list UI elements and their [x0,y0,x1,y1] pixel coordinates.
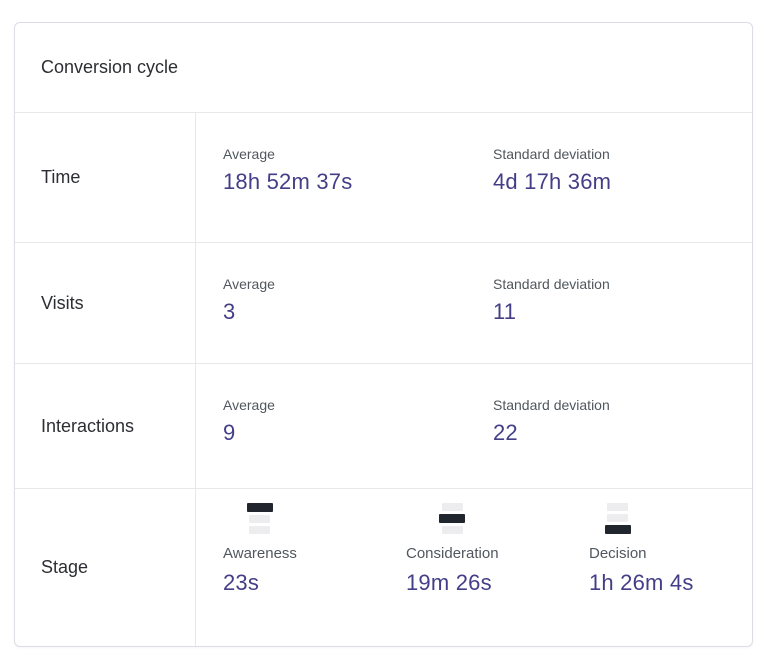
row-label: Visits [41,292,84,313]
stddev-metric: Standard deviation 4d 17h 36m [493,146,752,242]
table-row-stage: Stage Awareness 23s Consideration [15,489,752,646]
average-metric: Average 3 [223,276,493,363]
metric-label: Standard deviation [493,397,610,413]
average-metric: Average 18h 52m 37s [223,146,493,242]
metric-value: 18h 52m 37s [223,169,353,194]
funnel-consideration-icon [439,503,466,534]
stddev-metric: Standard deviation 22 [493,397,752,488]
row-content: Average 9 Standard deviation 22 [196,364,752,488]
metric-value: 11 [493,299,517,324]
metric-value: 4d 17h 36m [493,169,612,194]
stage-head: Awareness [223,503,297,562]
row-content: Average 3 Standard deviation 11 [196,243,752,363]
card-title: Conversion cycle [41,57,179,77]
stddev-metric: Standard deviation 11 [493,276,752,363]
stage-col-awareness: Awareness 23s [223,503,406,646]
table-row-interactions: Interactions Average 9 Standard deviatio… [15,364,752,489]
average-metric: Average 9 [223,397,493,488]
row-label: Time [41,167,81,187]
row-label-cell: Time [15,113,196,242]
stage-label: Decision [589,545,647,562]
metric-value: 3 [223,299,236,324]
stage-value: 1h 26m 4s [589,570,694,595]
stage-col-decision: Decision 1h 26m 4s [589,503,752,646]
stage-value: 23s [223,570,260,595]
metric-label: Average [223,146,275,162]
conversion-cycle-card: Conversion cycle Time Average 18h 52m 37… [14,22,753,647]
row-label-cell: Stage [15,489,196,646]
stage-head: Consideration [406,503,499,562]
funnel-awareness-icon [246,503,273,534]
row-label: Stage [41,557,89,577]
metric-label: Average [223,397,275,413]
stage-label: Awareness [223,545,297,562]
row-label-cell: Visits [15,243,196,363]
stage-head: Decision [589,503,647,562]
metric-value: 9 [223,420,236,445]
metric-label: Standard deviation [493,146,610,162]
card-header: Conversion cycle [15,23,752,113]
metric-value: 22 [493,420,518,445]
stage-value: 19m 26s [406,570,492,595]
stage-label: Consideration [406,545,499,562]
metric-label: Average [223,276,275,292]
table-row-visits: Visits Average 3 Standard deviation 11 [15,243,752,364]
stage-col-consideration: Consideration 19m 26s [406,503,589,646]
funnel-decision-icon [604,503,631,534]
row-content: Awareness 23s Consideration 19m 26s [196,489,752,646]
row-content: Average 18h 52m 37s Standard deviation 4… [196,113,752,242]
row-label: Interactions [41,415,135,436]
metric-label: Standard deviation [493,276,610,292]
row-label-cell: Interactions [15,364,196,488]
table-row-time: Time Average 18h 52m 37s Standard deviat… [15,113,752,243]
